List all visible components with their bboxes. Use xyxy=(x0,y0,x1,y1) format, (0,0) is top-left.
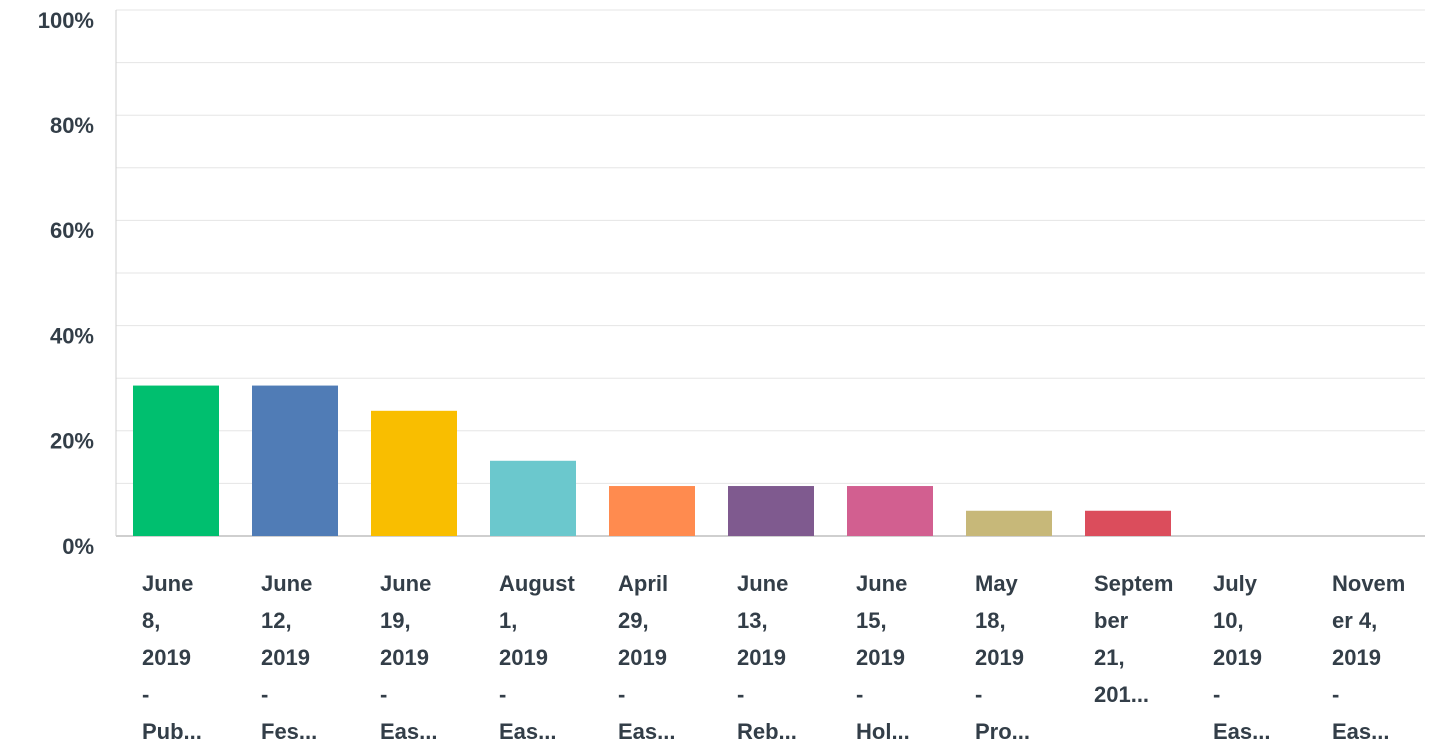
x-tick-label: 2019 xyxy=(975,645,1024,670)
x-tick-label: 2019 xyxy=(1213,645,1262,670)
x-tick-label: Novem xyxy=(1332,571,1405,596)
y-tick-label: 80% xyxy=(50,113,94,138)
x-tick-label: Hol... xyxy=(856,719,910,744)
x-tick-label: - xyxy=(1332,682,1339,707)
x-tick-label: Fes... xyxy=(261,719,317,744)
x-tick-label: 2019 xyxy=(261,645,310,670)
x-tick-label: May xyxy=(975,571,1019,596)
x-tick-label: June xyxy=(380,571,431,596)
x-tick-label: er 4, xyxy=(1332,608,1377,633)
x-tick-label: 8, xyxy=(142,608,160,633)
x-tick-label: 1, xyxy=(499,608,517,633)
x-tick-label: June xyxy=(737,571,788,596)
x-tick-label: 15, xyxy=(856,608,887,633)
bar xyxy=(966,510,1052,536)
x-tick-label: - xyxy=(1213,682,1220,707)
x-tick-label: 2019 xyxy=(737,645,786,670)
x-tick-label: ber xyxy=(1094,608,1129,633)
x-tick-label: - xyxy=(975,682,982,707)
y-tick-label: 100% xyxy=(38,8,94,33)
x-tick-label: - xyxy=(499,682,506,707)
y-tick-label: 20% xyxy=(50,429,94,454)
x-tick-label: 2019 xyxy=(856,645,905,670)
x-tick-label: - xyxy=(737,682,744,707)
x-tick-label: Reb... xyxy=(737,719,797,744)
x-tick-label: - xyxy=(142,682,149,707)
x-tick-label: June xyxy=(142,571,193,596)
x-tick-label: - xyxy=(856,682,863,707)
x-tick-label: August xyxy=(499,571,575,596)
x-tick-label: 2019 xyxy=(1332,645,1381,670)
x-tick-label: 18, xyxy=(975,608,1006,633)
x-tick-label: 19, xyxy=(380,608,411,633)
x-tick-label: 2019 xyxy=(142,645,191,670)
bar xyxy=(490,460,576,536)
x-tick-label: Eas... xyxy=(380,719,437,744)
x-tick-label: 2019 xyxy=(499,645,548,670)
y-tick-label: 0% xyxy=(62,534,94,559)
x-tick-label: Eas... xyxy=(499,719,556,744)
bar xyxy=(1085,510,1171,536)
x-tick-label: Eas... xyxy=(618,719,675,744)
x-tick-label: June xyxy=(261,571,312,596)
bar xyxy=(728,486,814,536)
x-tick-label: June xyxy=(856,571,907,596)
x-tick-label: 2019 xyxy=(618,645,667,670)
x-tick-label: Eas... xyxy=(1332,719,1389,744)
x-tick-label: - xyxy=(261,682,268,707)
bar xyxy=(371,410,457,536)
x-tick-label: 12, xyxy=(261,608,292,633)
x-tick-label: 13, xyxy=(737,608,768,633)
x-tick-label: Eas... xyxy=(1213,719,1270,744)
x-tick-label: 10, xyxy=(1213,608,1244,633)
x-tick-label: - xyxy=(380,682,387,707)
x-tick-label: 2019 xyxy=(380,645,429,670)
x-tick-label: Pro... xyxy=(975,719,1030,744)
bar xyxy=(609,486,695,536)
y-tick-label: 40% xyxy=(50,323,94,348)
bar xyxy=(847,486,933,536)
bar xyxy=(252,385,338,536)
x-tick-label: 29, xyxy=(618,608,649,633)
y-tick-label: 60% xyxy=(50,218,94,243)
x-tick-label: Septem xyxy=(1094,571,1173,596)
x-tick-label: Pub... xyxy=(142,719,202,744)
bar xyxy=(133,385,219,536)
x-tick-label: 21, xyxy=(1094,645,1125,670)
x-tick-label: July xyxy=(1213,571,1258,596)
x-tick-label: April xyxy=(618,571,668,596)
x-tick-label: - xyxy=(618,682,625,707)
x-tick-label: 201... xyxy=(1094,682,1149,707)
